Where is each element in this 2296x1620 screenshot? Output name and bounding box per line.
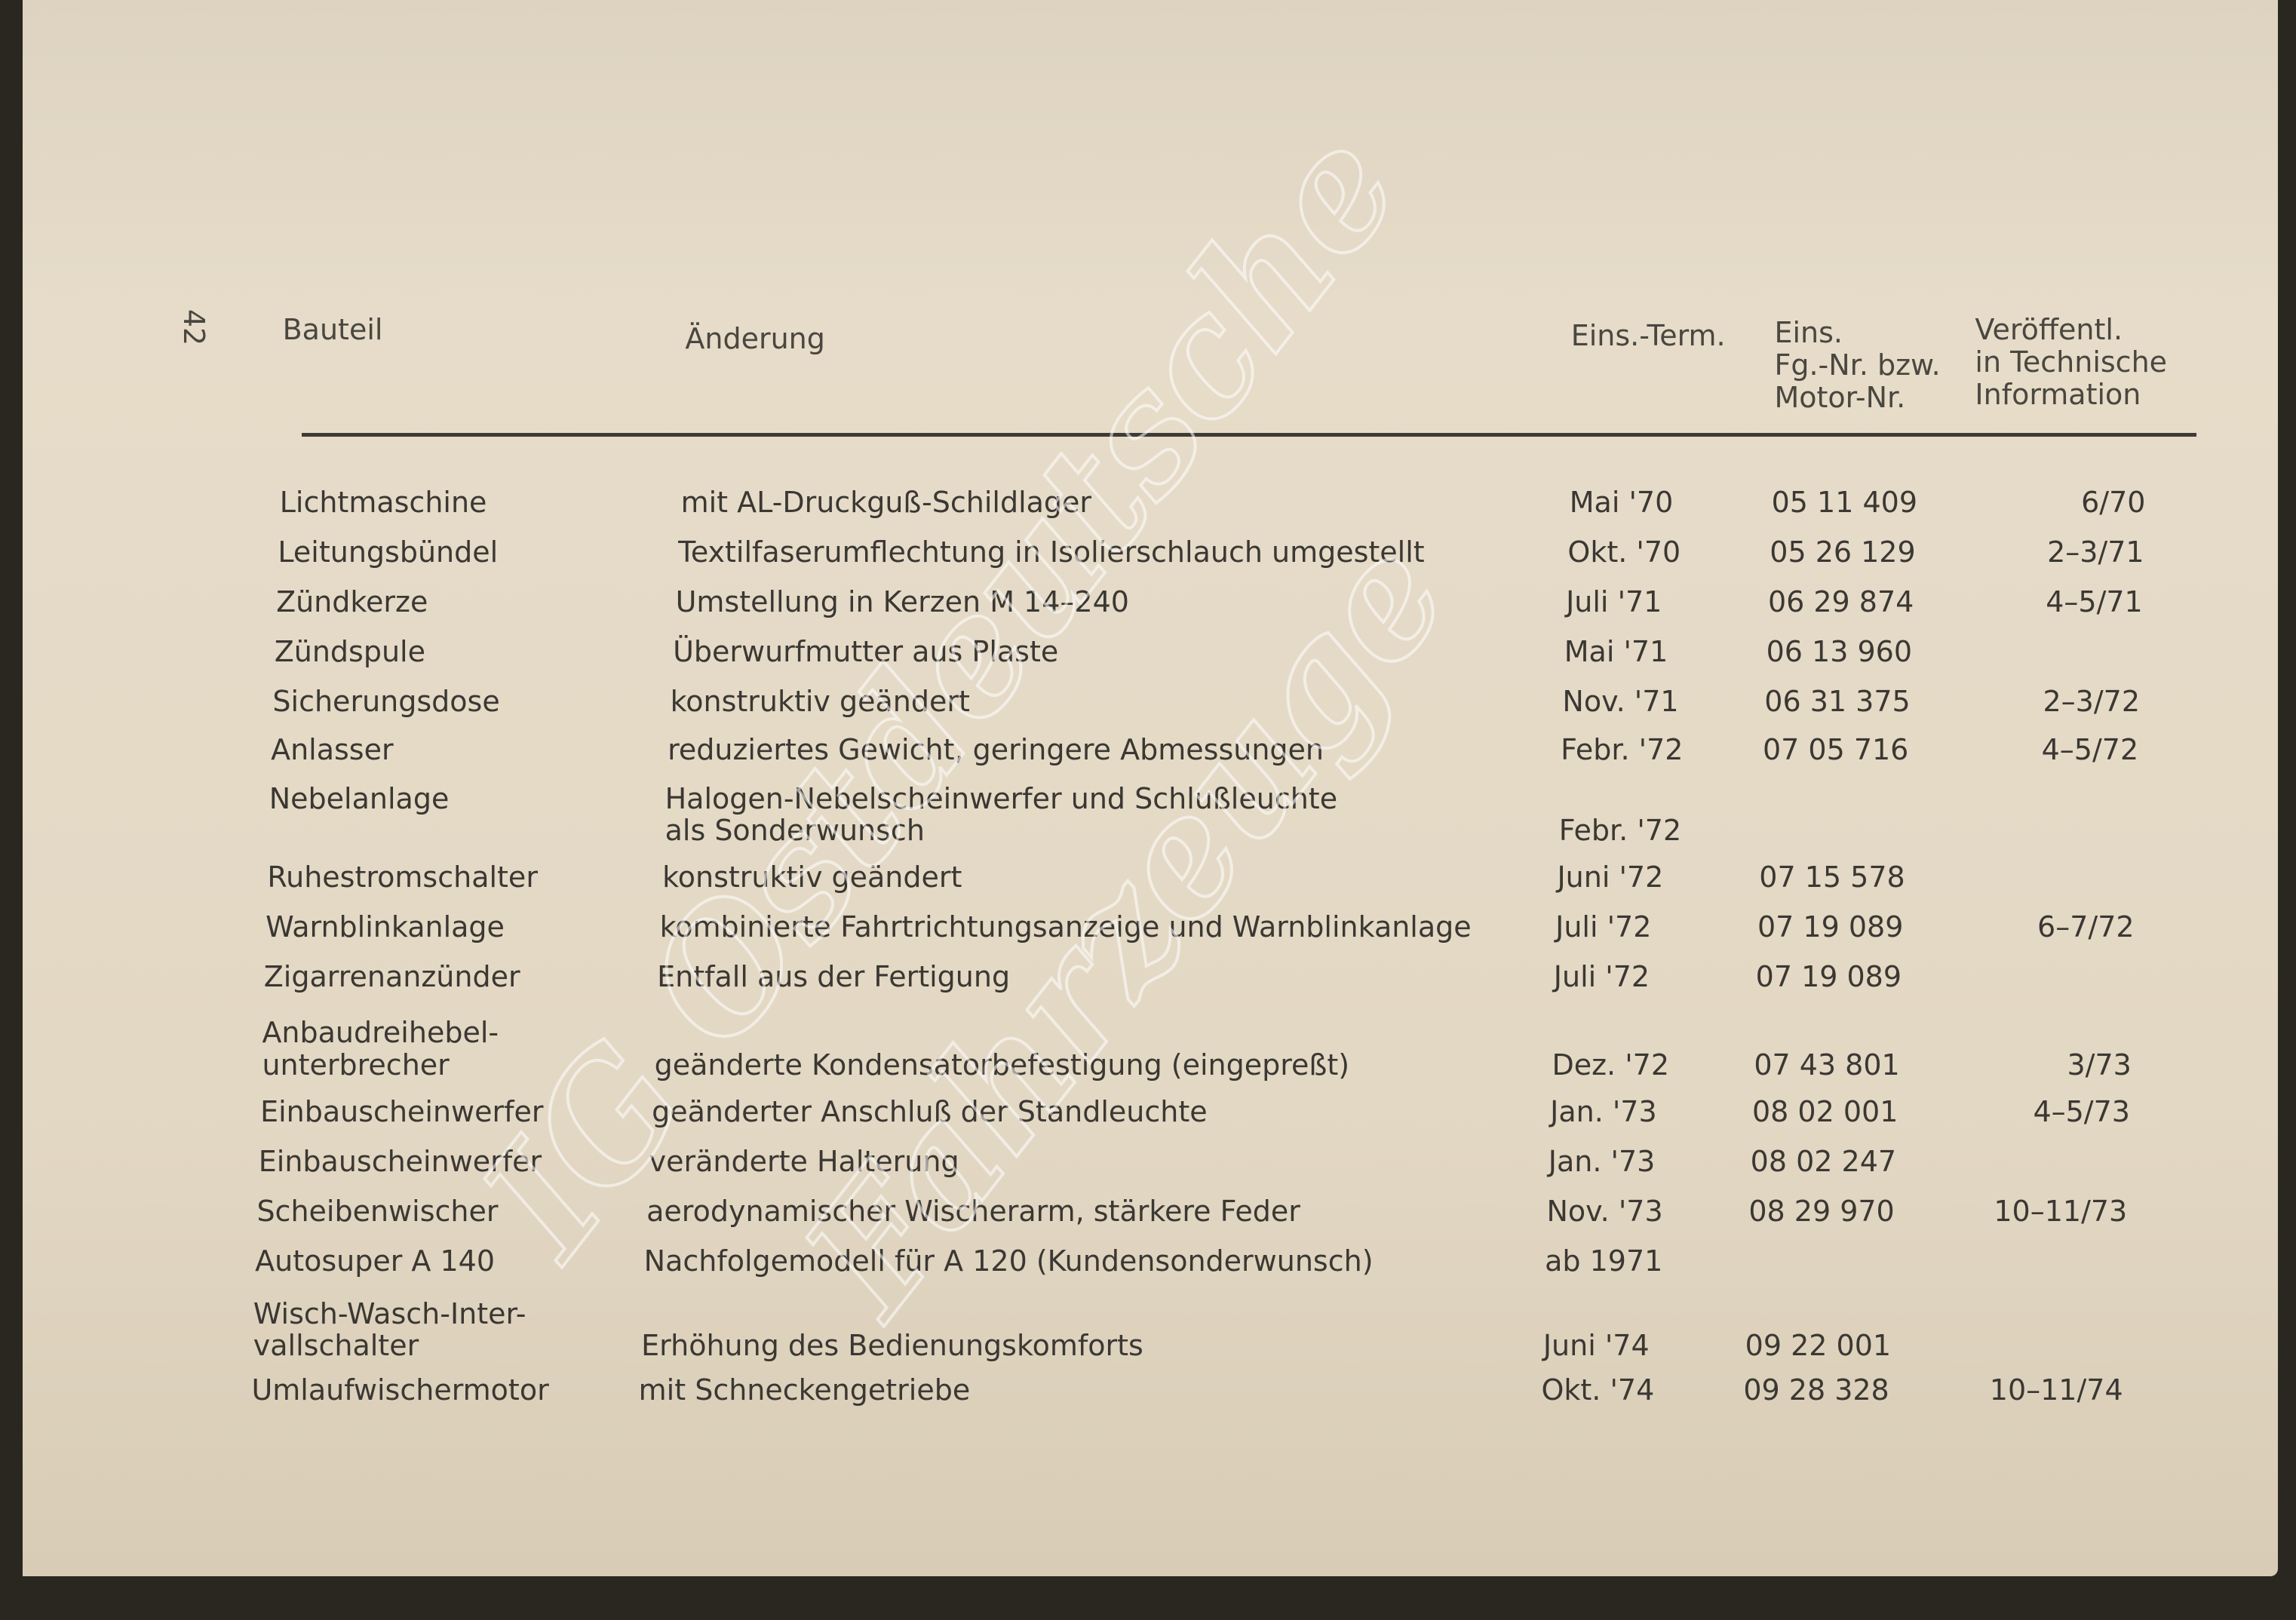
number: 05 11 409 (1771, 486, 1918, 520)
publication: 10–11/74 (1989, 1373, 2123, 1407)
component: Nebelanlage (269, 781, 450, 815)
change: kombinierte Fahrtrichtungsanzeige und Wa… (659, 910, 1472, 944)
publication: 6/70 (2081, 486, 2146, 520)
date: Juli '72 (1553, 960, 1650, 994)
number: 06 31 375 (1764, 685, 1911, 719)
number: 06 29 874 (1767, 585, 1914, 619)
change: Erhöhung des Bedienungskomforts (641, 1329, 1143, 1363)
publication: 3/73 (2067, 1048, 2132, 1082)
component: Einbauscheinwerfer (260, 1094, 544, 1128)
date: Nov. '71 (1562, 685, 1679, 719)
date: Febr. '72 (1558, 814, 1682, 848)
change: geänderte Kondensatorbefestigung (eingep… (654, 1048, 1350, 1082)
date: Mai '71 (1564, 635, 1668, 669)
number: 08 29 970 (1748, 1194, 1895, 1228)
component: Warnblinkanlage (266, 910, 505, 944)
column-header: Information (1975, 377, 2141, 411)
book-page: 42 Bauteil Änderung Eins.-Term. Eins. Fg.-Nr.… (23, 0, 2278, 1576)
component: Autosuper A 140 (255, 1244, 496, 1278)
number: 07 43 801 (1754, 1048, 1900, 1082)
change: veränderte Halterung (649, 1144, 959, 1178)
publication: 6–7/72 (2037, 910, 2135, 944)
publication: 4–5/72 (2041, 733, 2139, 767)
header-rule (302, 433, 2196, 437)
date: Jan. '73 (1550, 1094, 1657, 1128)
column-header: Motor-Nr. (1774, 380, 1906, 414)
change: mit Schneckengetriebe (638, 1373, 971, 1407)
change: Entfall aus der Fertigung (657, 960, 1011, 994)
change: konstruktiv geändert (670, 685, 970, 719)
component: Scheibenwischer (256, 1194, 499, 1228)
number: 06 13 960 (1766, 635, 1913, 669)
change: geänderter Anschluß der Standleuchte (652, 1094, 1208, 1128)
date: Juli '71 (1566, 585, 1662, 619)
date: Juli '72 (1555, 910, 1652, 944)
component: Ruhestromschalter (267, 861, 538, 894)
date: ab 1971 (1545, 1244, 1663, 1278)
number: 05 26 129 (1770, 535, 1916, 569)
column-header: Veröffentl. (1975, 313, 2123, 347)
date: Febr. '72 (1561, 733, 1684, 767)
page-number: 42 (177, 308, 211, 345)
component: vallschalter (253, 1329, 419, 1363)
component: Einbauscheinwerfer (258, 1144, 542, 1178)
number: 07 15 578 (1759, 861, 1905, 894)
date: Juni '74 (1542, 1329, 1650, 1363)
component: Leitungsbündel (278, 535, 499, 569)
component: Sicherungsdose (272, 685, 500, 719)
date: Nov. '73 (1546, 1194, 1663, 1228)
publication: 10–11/73 (1994, 1194, 2128, 1228)
column-header: in Technische (1975, 345, 2168, 379)
change: aerodynamischer Wischerarm, stärkere Fed… (646, 1194, 1300, 1228)
component: unterbrecher (262, 1048, 450, 1082)
change: reduziertes Gewicht, geringere Abmessung… (668, 733, 1324, 767)
column-header: Fg.-Nr. bzw. (1774, 348, 1941, 382)
date: Juni '72 (1557, 861, 1664, 894)
number: 09 22 001 (1745, 1329, 1892, 1363)
publication: 4–5/73 (2033, 1094, 2130, 1128)
column-header: Änderung (685, 322, 825, 356)
number: 07 19 089 (1757, 910, 1904, 944)
change: Halogen-Nebelscheinwerfer und Schlußleuc… (665, 781, 1338, 815)
change: konstruktiv geändert (662, 861, 962, 894)
change: Textilfaserumflechtung in Isolierschlauc… (678, 535, 1425, 569)
number: 09 28 328 (1743, 1373, 1889, 1407)
component: Zündspule (274, 635, 425, 669)
date: Okt. '74 (1541, 1373, 1655, 1407)
date: Jan. '73 (1548, 1144, 1656, 1178)
column-header: Eins.-Term. (1570, 319, 1726, 353)
column-header: Eins. (1774, 316, 1843, 350)
publication: 2–3/71 (2047, 535, 2144, 569)
component: Lichtmaschine (279, 486, 487, 520)
date: Okt. '70 (1567, 535, 1681, 569)
component: Anlasser (271, 733, 394, 767)
publication: 2–3/72 (2043, 685, 2140, 719)
change: als Sonderwunsch (665, 814, 925, 848)
number: 07 19 089 (1755, 960, 1902, 994)
column-header: Bauteil (282, 313, 383, 347)
number: 08 02 001 (1751, 1094, 1898, 1128)
change: mit AL-Druckguß-Schildlager (680, 486, 1092, 520)
date: Dez. '72 (1552, 1048, 1669, 1082)
number: 08 02 247 (1750, 1144, 1897, 1178)
component: Umlaufwischermotor (251, 1373, 549, 1407)
component: Zigarrenanzünder (263, 960, 520, 994)
change: Nachfolgemodell für A 120 (Kundensonderw… (643, 1244, 1374, 1278)
component: Wisch-Wasch-Inter- (253, 1296, 526, 1330)
component: Anbaudreihebel- (262, 1016, 499, 1050)
change: Überwurfmutter aus Plaste (673, 635, 1059, 669)
change: Umstellung in Kerzen M 14–240 (675, 585, 1129, 619)
publication: 4–5/71 (2046, 585, 2143, 619)
number: 07 05 716 (1762, 733, 1909, 767)
component: Zündkerze (276, 585, 428, 619)
date: Mai '70 (1569, 486, 1674, 520)
